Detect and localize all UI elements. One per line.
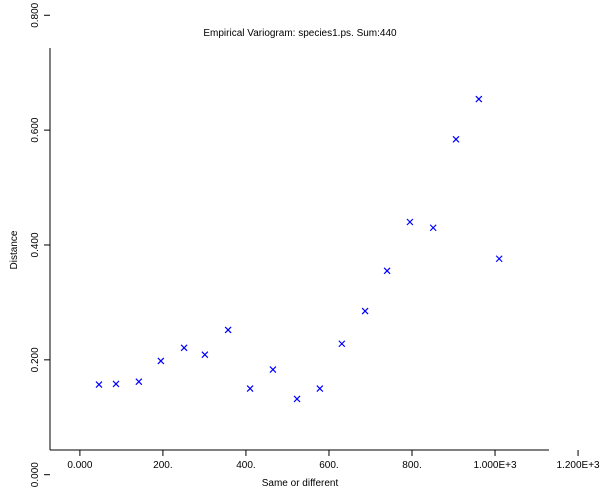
point	[135, 378, 143, 386]
point	[269, 366, 277, 374]
point	[429, 224, 437, 232]
point	[224, 326, 232, 334]
point	[95, 381, 103, 388]
y-tick-label: 0.200	[30, 347, 41, 372]
x-tick-label: 200.	[153, 460, 172, 471]
point	[293, 395, 301, 403]
point	[406, 218, 414, 226]
point	[316, 385, 324, 392]
point	[475, 95, 483, 103]
chart-title: Empirical Variogram: species1.ps. Sum:44…	[203, 28, 397, 39]
y-tick-label: 0.600	[30, 117, 41, 142]
x-tick-label: 1.000E+3	[473, 460, 517, 471]
point	[361, 307, 369, 315]
y-axis-label: Distance	[9, 230, 20, 269]
x-tick-label: 0.000	[67, 460, 92, 471]
point	[201, 351, 209, 359]
x-tick-label: 1.200E+3	[557, 460, 600, 471]
x-tick-label: 600.	[319, 460, 338, 471]
point	[246, 385, 254, 392]
point	[383, 267, 391, 275]
point	[338, 340, 346, 348]
point	[495, 255, 503, 263]
y-tick-label: 0.800	[30, 2, 41, 27]
point	[452, 135, 460, 143]
y-tick-label: 0.400	[30, 232, 41, 257]
point	[112, 380, 120, 388]
y-tick-label: 0.000	[30, 462, 41, 487]
point	[157, 357, 165, 365]
point	[180, 344, 188, 352]
x-tick-label: 800.	[402, 460, 421, 471]
x-tick-label: 400.	[236, 460, 255, 471]
x-axis-label: Same or different	[262, 478, 339, 489]
